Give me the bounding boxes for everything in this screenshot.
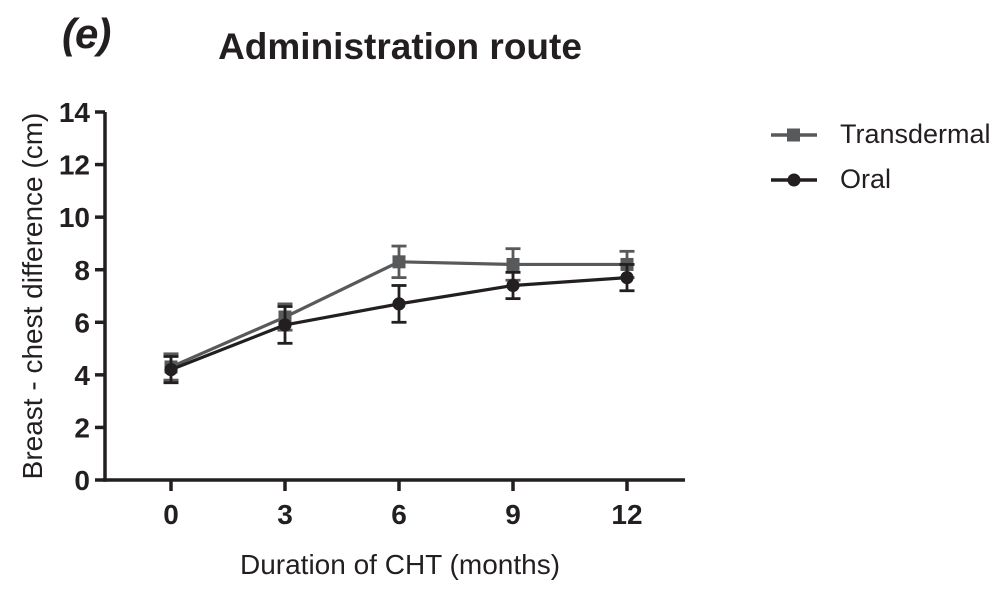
legend-square: [787, 128, 800, 141]
x-tick-label: 6: [391, 499, 407, 530]
data-point-marker-circle: [278, 318, 292, 332]
x-axis-title: Duration of CHT (months): [240, 549, 560, 580]
data-point-marker-square: [506, 257, 520, 271]
legend-item-oral: Oral: [770, 157, 991, 202]
data-point-marker-circle: [506, 278, 520, 293]
y-tick-label: 0: [74, 465, 90, 496]
data-point-marker-square: [392, 255, 406, 269]
data-point-marker-circle: [164, 363, 178, 377]
legend-circle: [787, 173, 801, 186]
axes: 0 2 4 6 8 10 12 14 0 3 6 9 12: [59, 97, 685, 530]
y-tick-label: 2: [74, 413, 90, 444]
x-tick-label: 3: [277, 499, 293, 530]
y-tick-label: 6: [74, 307, 90, 338]
y-tick-label: 10: [59, 202, 90, 233]
chart-title: Administration route: [218, 26, 582, 67]
data-point-marker-circle: [392, 297, 406, 311]
data-point-marker-circle: [620, 271, 634, 285]
legend: Transdermal Oral: [770, 112, 991, 202]
x-tick-label: 12: [611, 499, 642, 530]
y-tick-label: 14: [59, 97, 91, 128]
x-tick-label: 0: [163, 499, 179, 530]
series-oral: [163, 263, 635, 385]
legend-square-marker-icon: [771, 128, 817, 141]
panel-label: (e): [62, 10, 111, 57]
y-tick-label: 8: [74, 255, 90, 286]
y-tick-label: 12: [59, 150, 90, 181]
y-tick-label: 4: [74, 360, 90, 391]
legend-label: Transdermal: [840, 119, 991, 149]
legend-circle-marker-icon: [771, 173, 817, 186]
legend-item-transdermal: Transdermal: [770, 112, 991, 157]
x-tick-label: 9: [505, 499, 521, 530]
y-axis-title: Breast - chest difference (cm): [17, 113, 48, 480]
legend-label: Oral: [840, 164, 892, 194]
